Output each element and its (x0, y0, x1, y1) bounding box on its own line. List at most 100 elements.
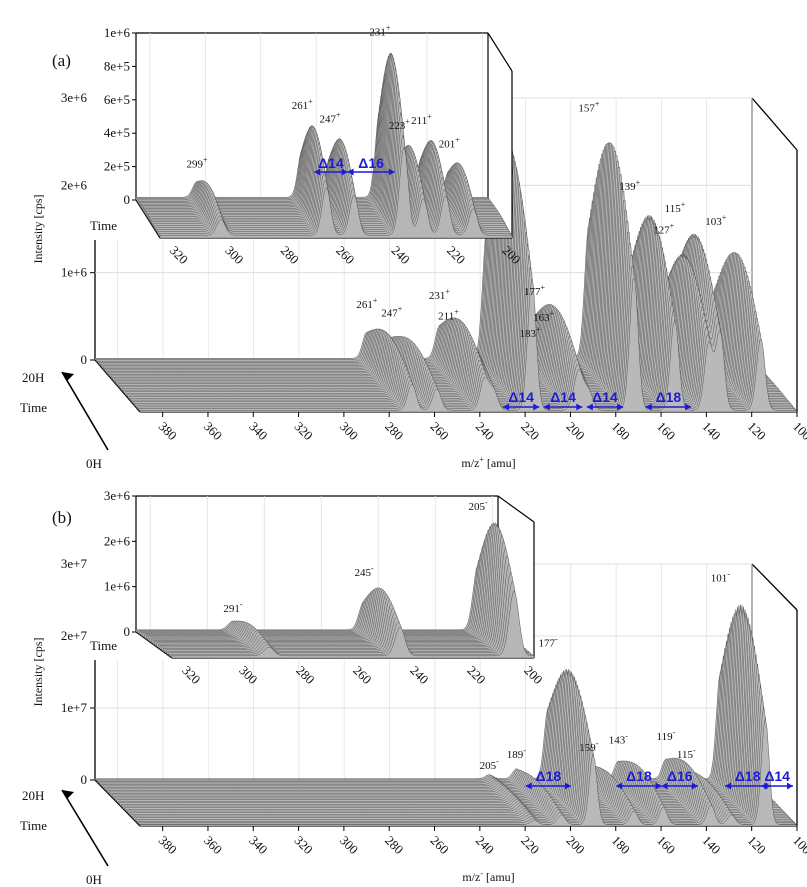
delta-arrow-head (617, 403, 624, 411)
inset-spectrum-slice (170, 580, 533, 658)
inset-spectrum-slice (163, 546, 526, 653)
inset-b: 0 1e+6 2e+6 3e+6 320 300 280 260 240 220 200 Time 29… (88, 488, 546, 687)
inset-y-tick-label: 0 (124, 624, 131, 639)
inset-time-label: Time (90, 638, 117, 653)
peak-label-143: 143- (609, 732, 629, 747)
inset-y-tick-label: 2e+6 (104, 533, 131, 548)
time-end-label: 20H (22, 788, 44, 803)
x-tick-label: 280 (382, 833, 406, 857)
spectrum-slice (139, 717, 798, 827)
delta-label: Δ16 (667, 768, 693, 784)
spectrum-slice (124, 623, 782, 811)
peak-label-205: 205- (480, 757, 500, 772)
inset-spectrum-slice (164, 554, 528, 654)
peak-label-115: 115- (677, 746, 696, 761)
inset-spectrum-slice (161, 539, 524, 651)
y-tick-label: 1e+7 (61, 700, 88, 715)
delta-arrow-head (655, 782, 662, 790)
inset-peak-label-261: 261+ (292, 97, 314, 112)
time-arrow-head (62, 790, 74, 799)
delta-label: Δ14 (592, 389, 618, 405)
x-tick-label: 180 (609, 833, 633, 857)
inset-spectrum-slice (159, 146, 513, 239)
y-tick-label: 0 (81, 352, 88, 367)
x-tick-label: 200 (563, 833, 587, 857)
x-axis-title: m/z+ [amu] (461, 455, 515, 470)
top-right-edge (751, 97, 798, 151)
inset-delta-head (388, 168, 395, 176)
y-tick-label: 1e+6 (61, 265, 88, 280)
x-tick-label: 260 (428, 833, 452, 857)
peak-label-261: 261+ (356, 296, 378, 311)
delta-label: Δ18 (536, 768, 562, 784)
inset-spectrum-slice (156, 525, 519, 648)
inset-delta-head (347, 168, 354, 176)
time-axis-title: Time (20, 400, 47, 415)
inset-y-tick-label: 6e+5 (104, 92, 130, 107)
spectrum-slice (116, 605, 775, 803)
x-tick-label: 200 (563, 419, 587, 443)
time-axis-arrow (61, 789, 109, 867)
spectrum-slice (133, 674, 792, 820)
time-arrow-head (62, 372, 74, 381)
spectrum-slice (118, 606, 776, 805)
inset-peak-label-245: 245- (354, 564, 374, 579)
spectrum-slice (119, 609, 778, 806)
inset-y-tick-label: 2e+5 (104, 159, 130, 174)
delta-arrow-head (564, 782, 571, 790)
spectrum-slice (130, 654, 789, 817)
delta-arrow-head (525, 782, 532, 790)
inset-peak-label-231: 231+ (369, 24, 391, 39)
delta-arrow-head (586, 403, 593, 411)
x-tick-label: 360 (201, 833, 225, 857)
delta-arrow-head (691, 782, 698, 790)
spectrum-slice (135, 684, 793, 822)
peak-label-115: 115+ (665, 200, 686, 215)
x-tick-label: 300 (337, 419, 361, 443)
spectrum-slice (131, 663, 790, 819)
spectrum-slice (136, 695, 795, 824)
inset-x-tick-label: 220 (464, 663, 488, 687)
x-tick-label: 160 (654, 833, 678, 857)
inset-spectrum-slice (139, 550, 502, 635)
inset-y-tick-label: 0 (124, 192, 131, 207)
spectrum-slice (105, 621, 764, 792)
delta-label: Δ18 (735, 768, 761, 784)
inset-delta-label: Δ14 (318, 155, 344, 171)
inset-peak-label-299: 299+ (186, 156, 208, 171)
inset-spectrum-slice (149, 523, 512, 643)
inset-x-tick-label: 260 (333, 243, 357, 267)
inset-time-label: Time (90, 218, 117, 233)
x-axis-title: m/z- [amu] (462, 869, 514, 884)
x-tick-label: 240 (473, 419, 497, 443)
inset-peak-label-291: 291- (223, 600, 243, 615)
y-axis-title: Intensity [cps] (31, 195, 45, 264)
inset-peak-label-247: 247+ (320, 111, 342, 126)
inset-spectrum-slice (140, 544, 504, 636)
x-tick-label: 340 (246, 833, 270, 857)
inset-spectrum-slice (159, 533, 523, 650)
inset-spectrum-slice (158, 529, 521, 649)
x-tick-label: 240 (473, 833, 497, 857)
time-start-label: 0H (86, 872, 102, 887)
inset-peak-label-205: 205- (468, 498, 488, 513)
left-depth-edge (94, 779, 141, 827)
inset-delta-head (314, 168, 321, 176)
delta-arrow-head (787, 782, 793, 790)
inset-spectrum-slice (151, 521, 514, 644)
inset-y-tick-label: 1e+6 (104, 579, 131, 594)
inset-x-tick-label: 200 (521, 663, 545, 687)
inset-spectrum-slice (146, 528, 509, 640)
left-depth-edge (94, 359, 141, 413)
inset-y-tick-label: 1e+6 (104, 25, 131, 40)
x-tick-label: 280 (382, 419, 406, 443)
spectrum-slice (111, 606, 770, 798)
time-axis-arrow (61, 371, 109, 451)
spectrum-slice (128, 645, 787, 816)
delta-arrow-head (685, 403, 692, 411)
peak-label-127: 127+ (653, 222, 675, 237)
spectrum-slice (108, 612, 767, 795)
peak-label-189: 189- (507, 746, 527, 761)
delta-label: Δ14 (508, 389, 534, 405)
